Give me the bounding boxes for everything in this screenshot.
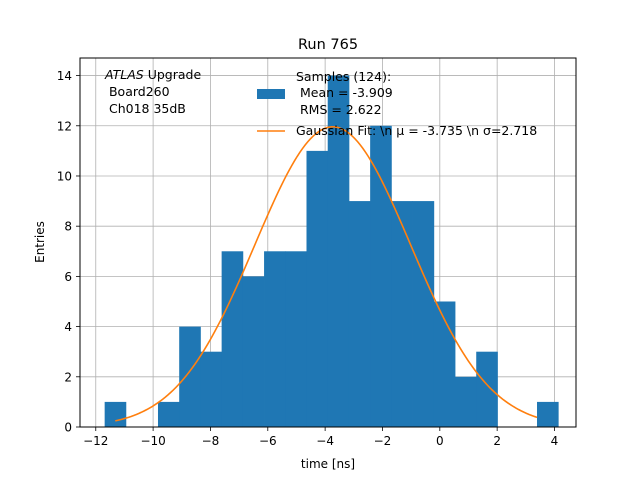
x-tick-label: −10 [140, 434, 165, 448]
histogram-bar [476, 351, 498, 427]
y-tick-label: 12 [57, 119, 72, 133]
y-tick-label: 4 [64, 320, 72, 334]
x-tick-label: −2 [374, 434, 392, 448]
y-axis-ticks: 0 2 4 6 8 10 12 14 [57, 69, 80, 435]
x-tick-label: −12 [83, 434, 108, 448]
legend: Samples (124): Mean = -3.909 RMS = 2.622… [257, 69, 537, 138]
legend-histogram-line-2: Mean = -3.909 [296, 85, 393, 100]
x-tick-label: −8 [202, 434, 220, 448]
annotation-line-3: Ch018 35dB [105, 101, 186, 116]
histogram-bar [264, 251, 286, 427]
histogram-bars [104, 75, 559, 428]
atlas-annotation: ATLAS Upgrade Board260 Ch018 35dB [104, 67, 201, 116]
plot-frame [79, 57, 577, 428]
x-axis-label: time [ns] [301, 457, 355, 471]
y-tick-label: 10 [57, 169, 72, 183]
histogram-bar [455, 376, 477, 427]
legend-histogram-swatch [257, 89, 285, 99]
y-tick-label: 0 [64, 421, 72, 435]
gaussian-fit-layer [115, 126, 538, 422]
histogram-bar [348, 201, 371, 427]
histogram-bar [391, 201, 413, 427]
x-tick-label: 2 [493, 434, 501, 448]
gaussian-fit-line [115, 126, 538, 422]
y-tick-label: 2 [64, 370, 72, 384]
annotation-line-1: ATLAS Upgrade [104, 67, 201, 82]
legend-fit-label: Gaussian Fit: \n μ = -3.735 \n σ=2.718 [296, 123, 537, 138]
histogram-bar [412, 201, 435, 427]
y-axis-label: Entries [33, 221, 47, 263]
x-tick-label: 0 [436, 434, 444, 448]
y-tick-label: 14 [57, 69, 72, 83]
histogram-bar [370, 125, 392, 427]
histogram-bar [327, 75, 350, 428]
histogram-bar [179, 326, 201, 427]
legend-histogram-line-1: Samples (124): [296, 69, 391, 84]
histogram-bar [221, 251, 244, 427]
chart-title: Run 765 [298, 37, 358, 53]
histogram-bar [200, 351, 223, 427]
x-tick-label: 4 [551, 434, 559, 448]
x-axis-ticks: −12 −10 −8 −6 −4 −2 0 2 4 [83, 427, 558, 448]
histogram-bar [157, 401, 180, 427]
legend-histogram-line-3: RMS = 2.622 [296, 102, 382, 117]
histogram-bar [537, 401, 559, 427]
histogram-bar [104, 401, 127, 427]
annotation-line-2: Board260 [105, 84, 170, 99]
annotation-atlas-italic: ATLAS [104, 67, 144, 82]
histogram-bar [242, 276, 265, 427]
y-tick-label: 6 [64, 270, 72, 284]
y-tick-label: 8 [64, 220, 72, 234]
histogram-bar [285, 251, 307, 427]
annotation-upgrade: Upgrade [144, 67, 202, 82]
x-tick-label: −6 [259, 434, 277, 448]
x-tick-label: −4 [316, 434, 334, 448]
histogram-bar [306, 150, 329, 427]
histogram-bar [433, 301, 456, 427]
